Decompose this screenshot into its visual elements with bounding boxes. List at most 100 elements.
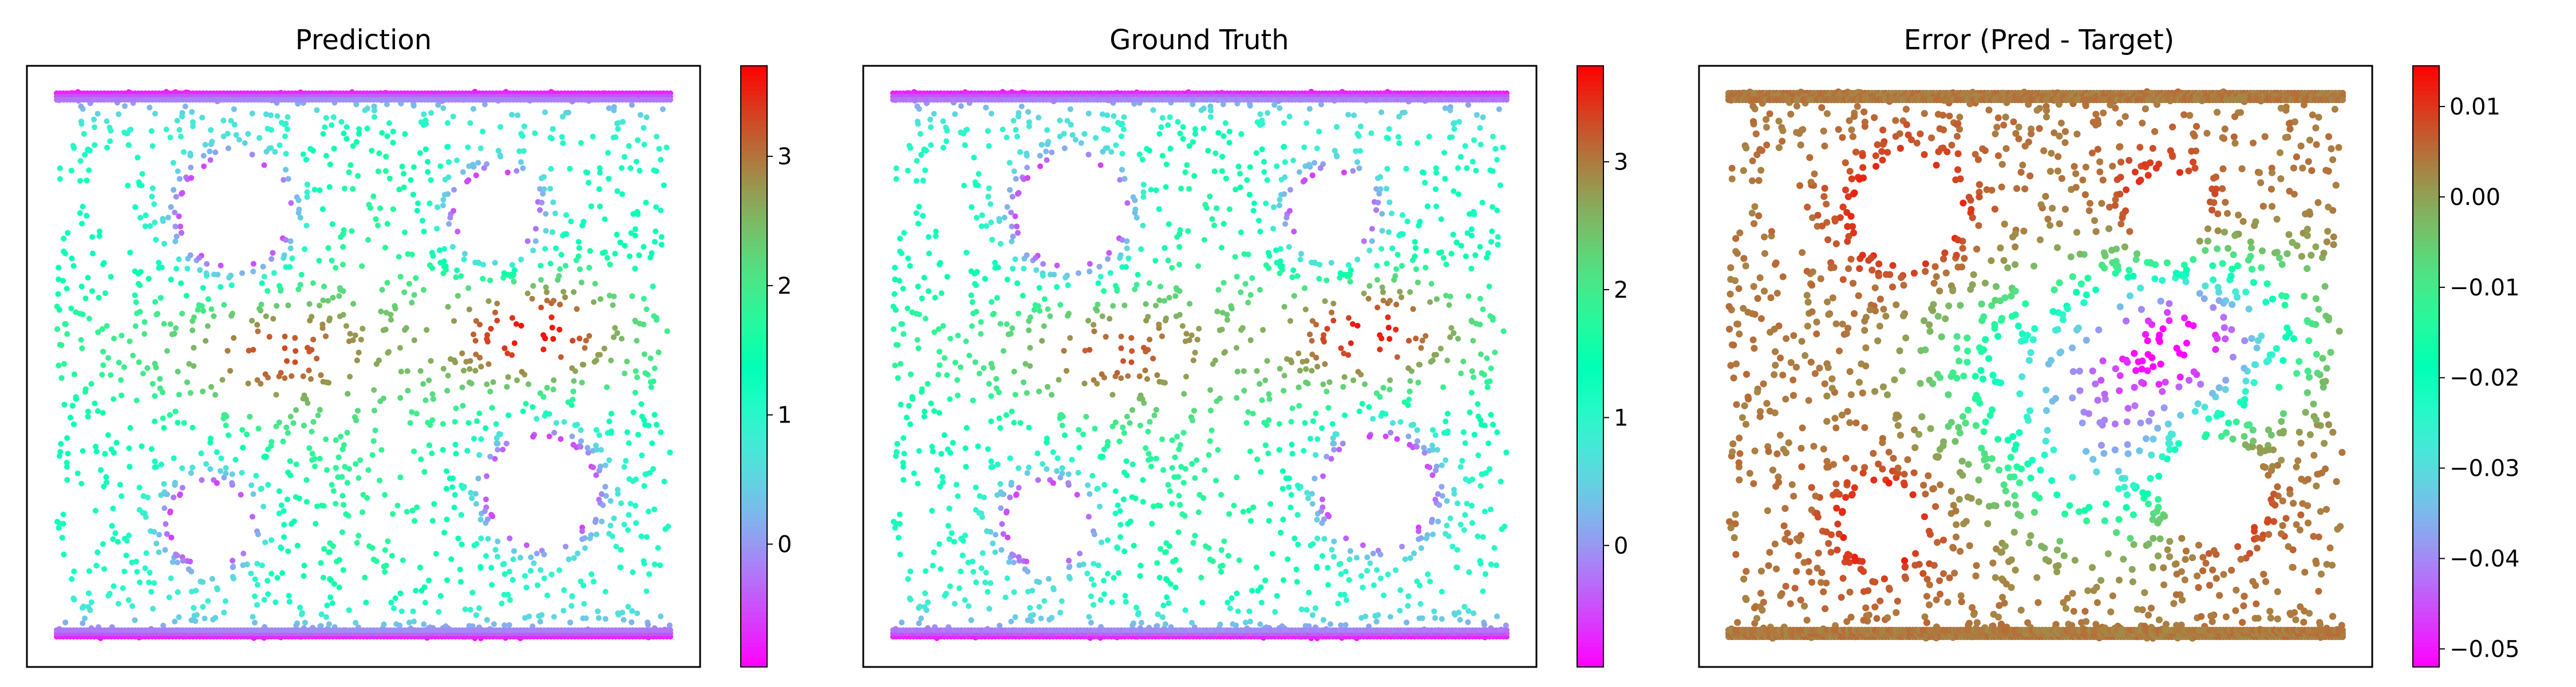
data-point (158, 461, 164, 468)
data-point (214, 480, 220, 486)
data-point (309, 451, 315, 457)
data-point (1101, 591, 1108, 597)
data-point (84, 177, 90, 184)
data-point (307, 318, 313, 323)
data-point (588, 571, 595, 577)
data-point (176, 256, 182, 262)
data-point (329, 221, 335, 227)
data-point (1448, 325, 1455, 331)
data-point (507, 535, 513, 542)
data-point (1212, 150, 1219, 156)
data-point (229, 471, 235, 477)
data-point (185, 566, 192, 572)
data-point (975, 171, 982, 177)
data-point (938, 566, 944, 572)
data-point (626, 253, 633, 259)
data-point (1286, 484, 1292, 490)
data-point (221, 302, 227, 308)
data-point (471, 436, 477, 442)
data-point (612, 325, 618, 331)
data-point (1440, 255, 1447, 261)
data-point (301, 423, 307, 429)
data-point (492, 309, 499, 315)
data-point (491, 621, 497, 627)
colorbar-segment (741, 427, 767, 432)
data-point (200, 308, 207, 314)
data-point (130, 353, 136, 358)
colorbar-tick-label: 3 (777, 144, 792, 170)
data-point (989, 110, 994, 117)
data-point (586, 333, 592, 339)
data-point (656, 145, 662, 152)
data-point (176, 127, 183, 133)
data-point (69, 576, 75, 582)
data-point (200, 153, 207, 159)
data-point (87, 607, 93, 613)
data-point (425, 169, 431, 175)
data-point (551, 429, 558, 436)
data-point (1387, 614, 1393, 620)
data-point (319, 206, 326, 212)
data-point (420, 381, 426, 387)
data-point (1399, 543, 1405, 550)
data-point (453, 274, 459, 281)
data-point (1208, 427, 1215, 433)
data-point (487, 277, 493, 283)
data-point (315, 412, 321, 418)
data-point (518, 256, 524, 263)
data-point (597, 203, 603, 210)
data-point (172, 223, 179, 230)
colorbar-segment (741, 461, 767, 467)
data-point (61, 361, 67, 367)
data-point (539, 199, 545, 206)
data-point (1228, 595, 1235, 601)
data-point (618, 500, 625, 507)
data-point (629, 293, 635, 299)
data-point (148, 128, 155, 134)
data-point (370, 556, 377, 563)
data-point (586, 264, 592, 271)
data-point (319, 321, 326, 327)
data-point (1056, 377, 1062, 383)
data-point (82, 615, 88, 622)
data-point (1202, 236, 1207, 243)
data-point (500, 275, 507, 281)
data-point (354, 357, 360, 364)
data-point (362, 574, 368, 581)
data-point (970, 397, 976, 404)
data-point (293, 348, 299, 354)
data-point (1262, 377, 1269, 384)
data-point (586, 180, 592, 186)
data-point (628, 230, 634, 236)
data-point (421, 584, 428, 590)
data-point (1038, 615, 1044, 622)
data-point (396, 254, 402, 260)
data-point (69, 402, 76, 409)
colorbar-segment (741, 386, 767, 392)
data-point (132, 204, 139, 210)
data-point (506, 568, 512, 575)
data-point (61, 551, 67, 558)
data-point (285, 302, 291, 309)
data-point (429, 451, 435, 456)
data-point (431, 501, 437, 507)
data-point (593, 472, 599, 478)
data-point (220, 133, 227, 140)
data-point (484, 336, 490, 342)
data-point (560, 113, 566, 120)
data-point (992, 549, 998, 555)
data-point (156, 549, 162, 555)
data-point (383, 562, 389, 568)
data-point (1101, 578, 1107, 584)
data-point (1116, 570, 1122, 576)
data-point (1287, 187, 1294, 193)
data-point (172, 618, 178, 625)
data-point (140, 493, 147, 499)
data-point (265, 591, 271, 597)
data-point (440, 447, 446, 453)
data-point (110, 536, 116, 542)
data-point (521, 123, 527, 129)
data-point (366, 202, 372, 208)
data-point (376, 150, 382, 156)
data-point (602, 589, 609, 595)
